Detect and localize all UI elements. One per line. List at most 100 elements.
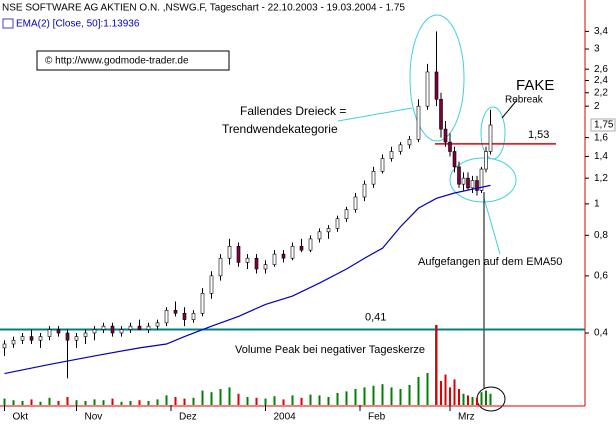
y-tick-label: 0,6 — [594, 270, 608, 281]
annotation: Volume Peak bei negativer Tageskerze — [235, 344, 425, 356]
candle-body — [326, 228, 331, 233]
highlight-ellipse — [480, 106, 506, 160]
candle-body — [452, 151, 457, 168]
highlight-ellipse — [409, 14, 465, 142]
candle-body — [317, 231, 322, 240]
candle-body — [380, 158, 385, 172]
candle-body — [371, 170, 376, 185]
highlight-ellipse — [449, 157, 517, 203]
copyright: © http://www.godmode-trader.de — [45, 56, 189, 67]
candle-body — [119, 329, 124, 334]
candle-body — [74, 336, 79, 341]
candle-body — [470, 180, 475, 189]
candle-body — [272, 253, 277, 265]
candle-body — [362, 183, 367, 198]
y-tick-label: 3,4 — [594, 26, 608, 37]
pointer-line — [501, 99, 518, 119]
candle-body — [344, 209, 349, 220]
x-tick-label: Feb — [368, 412, 386, 423]
y-tick-label: 1,2 — [594, 173, 608, 184]
candle-body — [65, 332, 70, 341]
x-tick-label: 2004 — [274, 412, 297, 423]
x-tick-label: Nov — [85, 412, 103, 423]
candle-body — [263, 264, 268, 270]
candle-body — [155, 322, 160, 327]
x-tick-label: Mrz — [458, 412, 475, 423]
annotation: Fallendes Dreieck = — [240, 104, 346, 118]
candle-body — [425, 71, 430, 107]
pointer-line — [483, 197, 501, 255]
ema-line — [4, 184, 491, 375]
level-label: 1,53 — [528, 129, 549, 141]
y-tick-label: 1 — [594, 199, 600, 210]
pointer-line — [337, 107, 413, 122]
candle-body — [218, 257, 223, 277]
candle-body — [236, 246, 241, 263]
candle-body — [466, 177, 470, 189]
candle-body — [461, 177, 466, 185]
candle-body — [335, 218, 340, 229]
candle-body — [83, 332, 88, 337]
y-tick-label: 1,4 — [594, 151, 608, 162]
candle-body — [164, 309, 169, 324]
candle-body — [56, 329, 61, 334]
candle-body — [416, 105, 421, 140]
y-tick-label: 2,2 — [594, 87, 608, 98]
candle-body — [281, 253, 286, 259]
candle-body — [308, 238, 313, 251]
y-tick-label: 2 — [594, 101, 600, 112]
candle-body — [29, 336, 34, 341]
candle-body — [191, 313, 196, 320]
candle-body — [475, 180, 479, 191]
candle-body — [2, 343, 7, 349]
candle-body — [389, 151, 394, 159]
candle-body — [200, 293, 205, 314]
candle-body — [146, 325, 151, 330]
candle-body — [227, 246, 232, 259]
y-tick-label: 1,6 — [594, 132, 608, 143]
candle-body — [290, 246, 295, 259]
copyright-box — [36, 50, 230, 71]
candle-body — [209, 275, 214, 294]
candle-body — [38, 336, 43, 341]
candle-body — [182, 313, 187, 320]
candle-body — [443, 128, 448, 143]
candle-body — [92, 329, 97, 334]
annotation: Aufgefangen auf dem EMA50 — [418, 256, 562, 268]
annotation: Rebreak — [505, 95, 544, 106]
y-tick-label: 3 — [594, 44, 600, 55]
annotation: Trendwendekategorie — [222, 122, 338, 136]
last-price-label: 1,75 — [594, 120, 614, 131]
indicator-label: EMA(2) [Close, 50]:1.13936 — [16, 19, 140, 30]
annotation: FAKE — [516, 77, 554, 94]
candle-body — [128, 325, 133, 330]
indicator-icon — [2, 18, 14, 29]
chart-title: NSE SOFTWARE AG AKTIEN O.N. ,NSWG.F, Tag… — [2, 3, 405, 14]
candle-body — [439, 98, 443, 130]
candle-body — [254, 257, 259, 270]
candle-body — [434, 71, 439, 100]
candle-body — [11, 339, 16, 345]
candle-body — [20, 336, 25, 341]
x-tick-label: Okt — [13, 412, 29, 423]
candle-body — [101, 325, 106, 330]
candle-body — [299, 246, 304, 251]
candle-body — [407, 139, 412, 146]
candle-body — [173, 309, 178, 314]
candle-body — [457, 166, 461, 185]
candle-body — [484, 151, 488, 170]
candle-body — [110, 325, 115, 334]
candle-body — [488, 124, 493, 152]
candle-body — [245, 257, 250, 263]
candle-body — [137, 325, 142, 330]
y-tick-label: 0,8 — [594, 230, 608, 241]
candle-body — [47, 329, 52, 337]
x-tick-label: Dez — [179, 412, 197, 423]
candle-body — [448, 141, 452, 152]
candle-body — [398, 144, 403, 152]
y-tick-label: 2,6 — [594, 64, 608, 75]
level-label: 0,41 — [365, 311, 386, 323]
candle-body — [353, 196, 358, 210]
last-price-box — [590, 118, 616, 132]
